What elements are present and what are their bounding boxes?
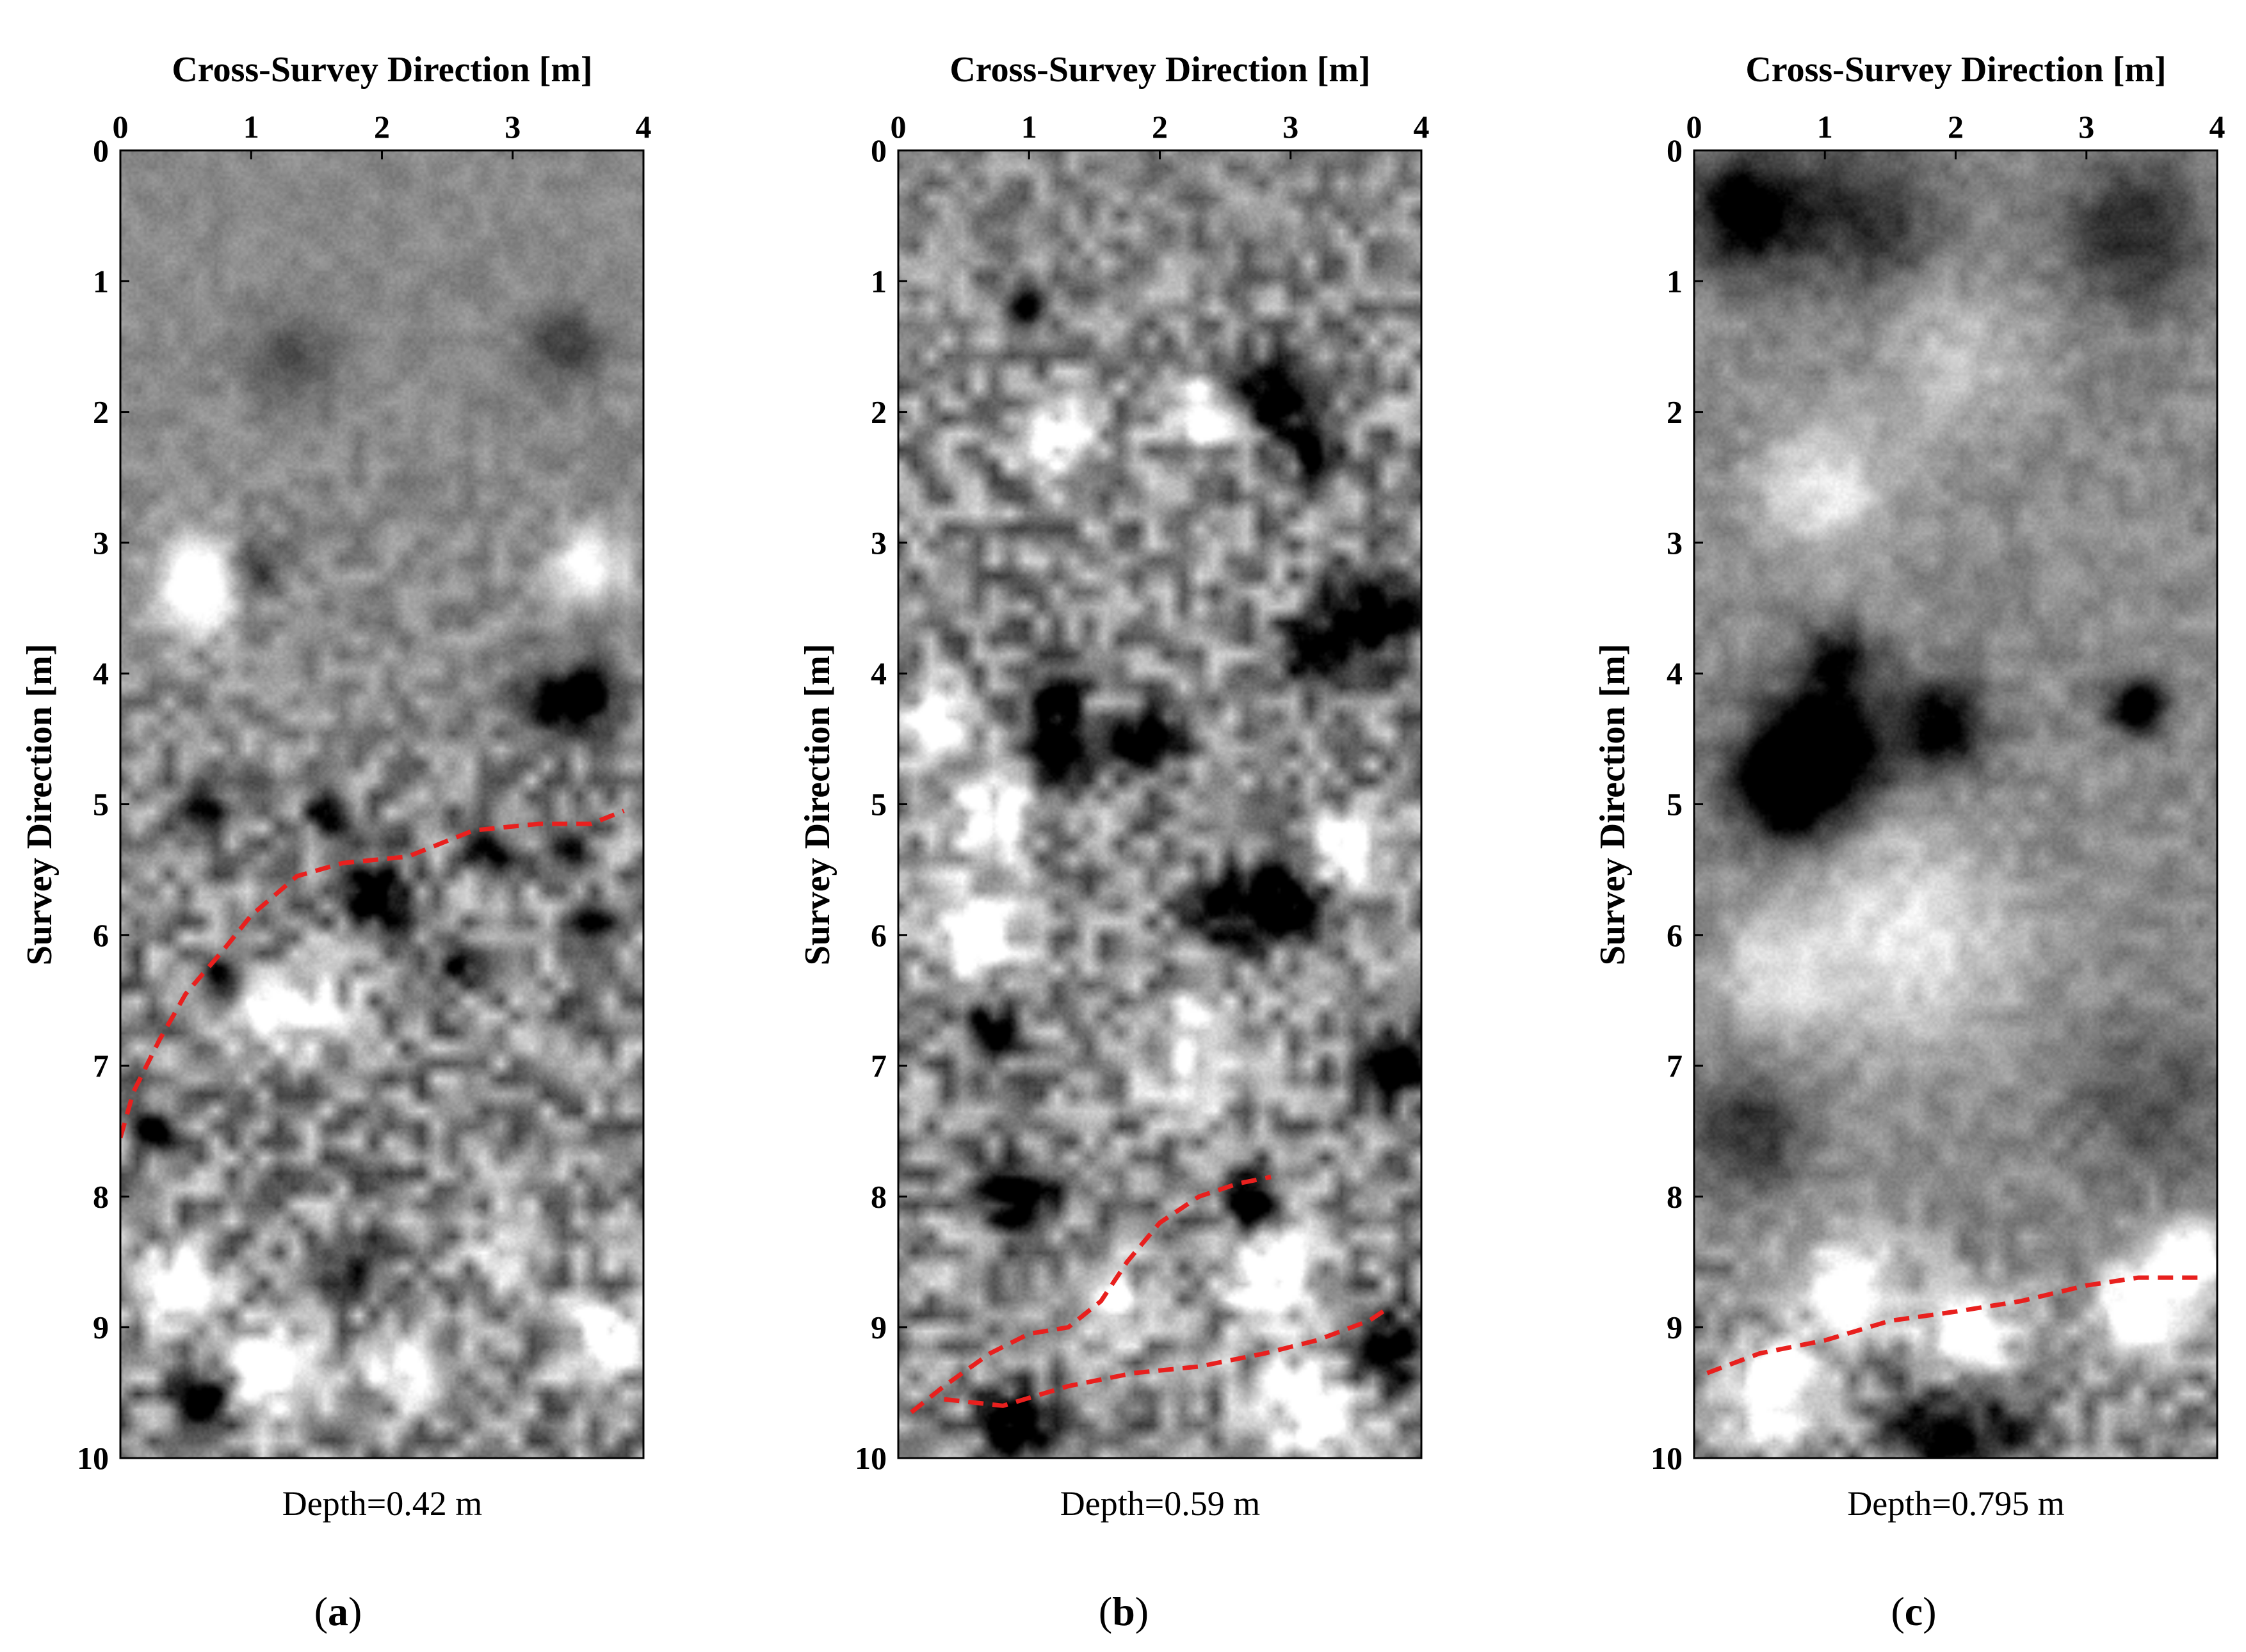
boundary-line <box>1706 1275 2198 1375</box>
y-tick-label: 8 <box>93 1178 109 1214</box>
panel-c-x-axis-title: Cross-Survey Direction [m] <box>1745 50 2166 90</box>
y-tick-label: 8 <box>1667 1178 1683 1214</box>
x-tick-label: 2 <box>1948 109 1964 145</box>
panel-a-x-axis-title: Cross-Survey Direction [m] <box>172 50 592 90</box>
x-tick-label: 1 <box>1817 109 1833 145</box>
panel-c-y-axis-title: Survey Direction [m] <box>1593 644 1633 966</box>
y-tick-label: 4 <box>871 655 887 691</box>
y-tick-label: 10 <box>1651 1440 1683 1476</box>
y-tick-label: 2 <box>93 394 109 430</box>
y-tick-label: 0 <box>871 132 887 168</box>
y-tick-label: 5 <box>1667 787 1683 822</box>
y-tick-label: 3 <box>93 525 109 561</box>
x-tick-label: 4 <box>2210 109 2226 145</box>
x-tick-label: 4 <box>636 109 652 145</box>
panel-c-x-ticks: 0 1 2 3 4 <box>1686 109 2226 159</box>
y-tick-label: 5 <box>93 787 109 822</box>
x-tick-label: 1 <box>243 109 259 145</box>
panel-c-y-ticks: 0 1 2 3 4 5 6 7 8 9 10 <box>1651 132 1703 1476</box>
panel-b-y-axis-title: Survey Direction [m] <box>798 644 837 966</box>
x-tick-label: 0 <box>113 109 129 145</box>
panel-b-x-axis-title: Cross-Survey Direction [m] <box>949 50 1370 90</box>
y-tick-label: 6 <box>1667 917 1683 953</box>
panel-b-boundaries <box>910 1175 1390 1415</box>
y-tick-label: 1 <box>93 263 109 299</box>
panel-c-heatmap <box>1694 150 2217 1458</box>
y-tick-label: 4 <box>1667 655 1683 691</box>
y-tick-label: 5 <box>871 787 887 822</box>
x-tick-label: 3 <box>505 109 521 145</box>
x-tick-label: 2 <box>1152 109 1168 145</box>
panel-c-depth-caption: Depth=0.795 m <box>1847 1484 2064 1523</box>
x-tick-label: 0 <box>1686 109 1702 145</box>
panel-b-heatmap-image <box>898 150 1421 1458</box>
panel-b-heatmap <box>898 150 1421 1458</box>
y-tick-label: 7 <box>1667 1048 1683 1084</box>
panel-a-y-ticks: 0 1 2 3 4 5 6 7 8 9 10 <box>77 132 129 1476</box>
x-tick-label: 1 <box>1021 109 1037 145</box>
x-tick-label: 0 <box>891 109 907 145</box>
y-tick-label: 10 <box>855 1440 887 1476</box>
panel-b-y-ticks: 0 1 2 3 4 5 6 7 8 9 10 <box>855 132 907 1476</box>
panel-c-boundaries <box>1706 1275 2198 1375</box>
panel-c: Cross-Survey Direction [m] Survey Direct… <box>1593 50 2226 1634</box>
x-tick-label: 2 <box>374 109 390 145</box>
panel-c-label: (c) <box>1891 1589 1936 1634</box>
x-tick-label: 4 <box>1414 109 1430 145</box>
y-tick-label: 0 <box>93 132 109 168</box>
boundary-line <box>910 1175 1272 1415</box>
panel-b-x-ticks: 0 1 2 3 4 <box>891 109 1430 159</box>
panel-c-label-letter: c <box>1905 1589 1923 1634</box>
x-tick-label: 3 <box>1282 109 1298 145</box>
y-tick-label: 4 <box>93 655 109 691</box>
boundary-line <box>120 808 625 1139</box>
y-tick-label: 9 <box>93 1310 109 1345</box>
panel-a-label: (a) <box>314 1589 362 1634</box>
panel-b-depth-caption: Depth=0.59 m <box>1060 1484 1260 1523</box>
panel-a-heatmap <box>120 150 643 1458</box>
panel-a-heatmap-image <box>120 150 643 1458</box>
y-tick-label: 2 <box>871 394 887 430</box>
panel-a-x-ticks: 0 1 2 3 4 <box>113 109 652 159</box>
boundary-line <box>944 1306 1390 1408</box>
panel-b-label-letter: b <box>1112 1589 1135 1634</box>
y-tick-label: 6 <box>871 917 887 953</box>
y-tick-label: 0 <box>1667 132 1683 168</box>
panel-a-depth-caption: Depth=0.42 m <box>282 1484 482 1523</box>
y-tick-label: 10 <box>77 1440 109 1476</box>
y-tick-label: 9 <box>871 1310 887 1345</box>
y-tick-label: 9 <box>1667 1310 1683 1345</box>
y-tick-label: 6 <box>93 917 109 953</box>
panel-b-label: (b) <box>1099 1589 1149 1634</box>
panel-b: Cross-Survey Direction [m] Survey Direct… <box>798 50 1430 1634</box>
x-tick-label: 3 <box>2078 109 2094 145</box>
y-tick-label: 3 <box>1667 525 1683 561</box>
y-tick-label: 1 <box>871 263 887 299</box>
panel-a-label-letter: a <box>328 1589 348 1634</box>
y-tick-label: 7 <box>93 1048 109 1084</box>
y-tick-label: 3 <box>871 525 887 561</box>
y-tick-label: 8 <box>871 1178 887 1214</box>
panel-c-heatmap-image <box>1694 150 2217 1458</box>
panel-a: Cross-Survey Direction [m] Survey Direct… <box>20 50 652 1634</box>
y-tick-label: 1 <box>1667 263 1683 299</box>
y-tick-label: 7 <box>871 1048 887 1084</box>
panel-a-boundaries <box>120 808 625 1139</box>
y-tick-label: 2 <box>1667 394 1683 430</box>
panel-a-y-axis-title: Survey Direction [m] <box>20 644 60 966</box>
